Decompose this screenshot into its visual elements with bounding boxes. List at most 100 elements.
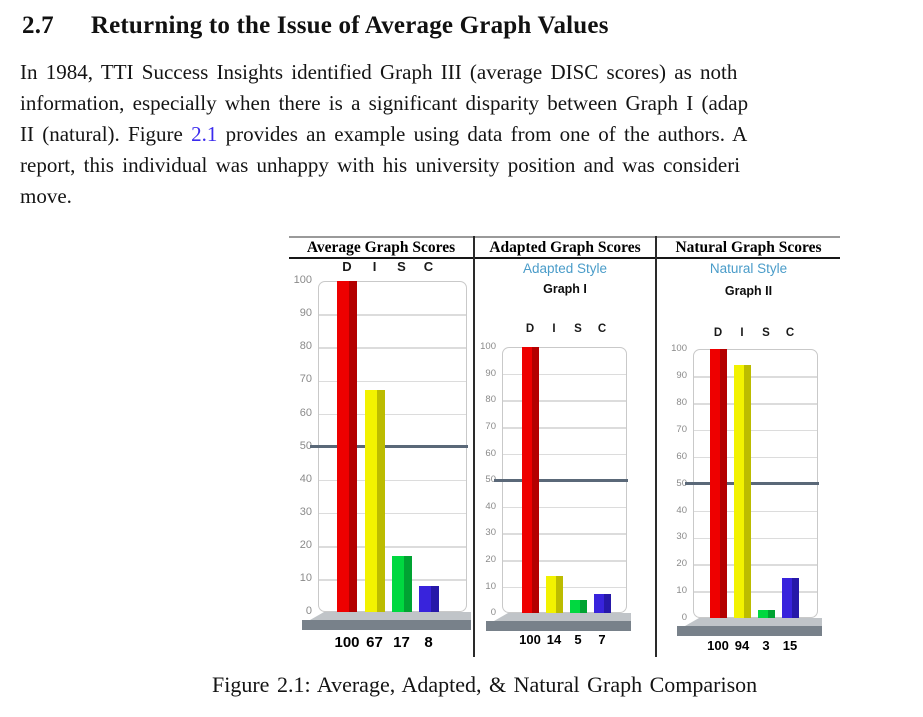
y-tick-label: 70 xyxy=(485,420,496,432)
gridline xyxy=(694,376,817,378)
section-heading: 2.7 Returning to the Issue of Average Gra… xyxy=(22,12,609,40)
category-label-C: C xyxy=(597,323,607,335)
paragraph-line: II (natural). Figure 2.1 provides an exa… xyxy=(20,119,923,150)
category-label-S: S xyxy=(574,323,582,335)
figure-top-rule xyxy=(289,236,840,238)
paragraph-line: report, this individual was unhappy with… xyxy=(20,153,741,177)
bar-S xyxy=(391,555,412,612)
paragraph-text: provides an example using data from one … xyxy=(217,122,748,146)
platform-front-face xyxy=(486,621,631,631)
y-tick-label: 90 xyxy=(299,307,312,320)
gridline xyxy=(503,560,626,562)
reference-line-50 xyxy=(310,445,468,448)
gridline xyxy=(694,403,817,405)
category-label-I: I xyxy=(552,323,556,335)
gridline xyxy=(319,512,466,515)
bar-S xyxy=(569,599,587,613)
y-tick-label: 40 xyxy=(299,472,312,485)
natural-style-label: Natural Style xyxy=(709,261,788,276)
bar-I xyxy=(364,390,385,612)
chart-title-natural: Natural Graph Scores xyxy=(657,239,840,259)
platform-top-face xyxy=(494,613,631,621)
bar-I xyxy=(733,365,751,618)
adapted-style-label: Adapted Style xyxy=(522,261,608,276)
y-tick-label: 80 xyxy=(676,396,687,408)
y-tick-label: 20 xyxy=(485,553,496,565)
platform-top-face xyxy=(310,612,471,620)
chart-title-average: Average Graph Scores xyxy=(289,239,473,259)
y-tick-label: 80 xyxy=(299,340,312,353)
bar-C xyxy=(781,577,799,618)
paragraph-line: In 1984, TTI Success Insights identified… xyxy=(20,60,738,84)
y-tick-label: 50 xyxy=(676,477,687,489)
y-tick-label: 60 xyxy=(485,447,496,459)
paragraph-line: move. xyxy=(20,184,72,208)
y-tick-label: 0 xyxy=(681,612,687,624)
gridline xyxy=(319,546,466,548)
gridline xyxy=(319,347,466,349)
graph-ii-label: Graph II xyxy=(724,284,773,298)
bar-value-label: 3 xyxy=(762,638,770,653)
bar-value-label: 94 xyxy=(734,638,750,653)
y-tick-label: 10 xyxy=(485,580,496,592)
y-tick-label: 70 xyxy=(676,423,687,435)
y-tick-label: 40 xyxy=(485,500,496,512)
bar-value-label: 100 xyxy=(707,638,729,653)
gridline xyxy=(694,537,817,540)
y-tick-label: 0 xyxy=(305,605,312,618)
bar-value-label: 15 xyxy=(782,638,798,653)
graph-i-label: Graph I xyxy=(543,282,587,296)
gridline xyxy=(694,429,817,432)
y-tick-label: 10 xyxy=(676,585,687,597)
y-tick-label: 100 xyxy=(671,343,687,355)
gridline xyxy=(503,586,626,589)
gridline xyxy=(503,373,626,376)
category-label-D: D xyxy=(713,327,723,339)
y-tick-label: 40 xyxy=(676,504,687,516)
figure-ref-link[interactable]: 2.1 xyxy=(191,122,218,146)
y-tick-label: 90 xyxy=(676,370,687,381)
bar-C xyxy=(418,585,439,612)
bar-value-label: 100 xyxy=(334,634,360,651)
bar-value-label: 5 xyxy=(574,632,582,647)
bar-value-label: 100 xyxy=(519,632,541,647)
category-label-S: S xyxy=(397,259,406,274)
bar-value-label: 17 xyxy=(393,634,410,651)
gridline xyxy=(319,413,466,416)
reference-line-50 xyxy=(494,478,628,482)
y-tick-label: 50 xyxy=(485,474,496,486)
category-label-S: S xyxy=(762,327,770,339)
y-tick-label: 90 xyxy=(485,367,496,379)
platform-front-face xyxy=(677,626,822,636)
chart-title-adapted: Adapted Graph Scores xyxy=(475,239,655,259)
category-label-C: C xyxy=(785,327,795,339)
bar-C xyxy=(593,594,611,613)
category-label-D: D xyxy=(525,323,535,335)
disc-graphs-figure: Average Graph Scores Adapted Graph Score… xyxy=(289,236,840,657)
gridline xyxy=(503,427,626,429)
paragraph-text: II (natural). Figure xyxy=(20,122,192,146)
column-divider xyxy=(473,236,475,657)
gridline xyxy=(319,479,466,482)
bar-S xyxy=(757,609,775,618)
body-paragraph: In 1984, TTI Success Insights identified… xyxy=(20,57,923,212)
y-tick-label: 80 xyxy=(485,394,496,406)
gridline xyxy=(503,506,626,509)
category-label-D: D xyxy=(342,259,352,274)
y-tick-label: 30 xyxy=(676,531,687,543)
platform-top-face xyxy=(685,618,822,626)
bar-value-label: 14 xyxy=(546,632,562,647)
y-tick-label: 100 xyxy=(480,341,496,353)
gridline xyxy=(694,510,817,513)
category-label-I: I xyxy=(372,259,377,274)
y-tick-label: 70 xyxy=(299,373,312,386)
section-title: Returning to the Issue of Average Graph … xyxy=(90,12,609,39)
reference-line-50 xyxy=(685,482,819,485)
gridline xyxy=(694,456,817,459)
gridline xyxy=(503,400,626,402)
gridline xyxy=(694,564,817,566)
y-tick-label: 60 xyxy=(676,450,687,462)
gridline xyxy=(503,453,626,456)
gridline xyxy=(694,591,817,593)
